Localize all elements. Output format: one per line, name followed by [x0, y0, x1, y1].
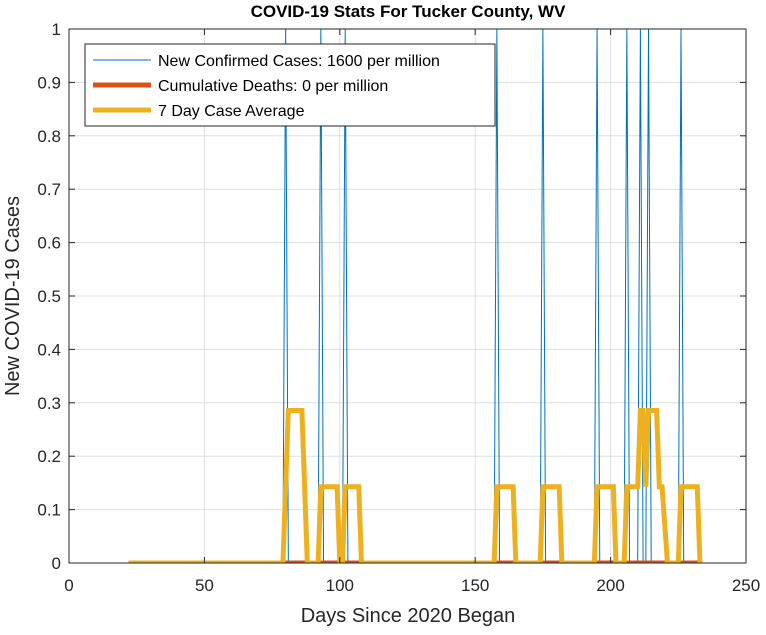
y-tick-label: 0.8 [37, 127, 61, 146]
legend-label: 7 Day Case Average [158, 103, 305, 120]
y-tick-label: 0.2 [37, 447, 61, 466]
legend: New Confirmed Cases: 1600 per million Cum… [84, 43, 496, 127]
y-tick-label: 0.1 [37, 501, 61, 520]
legend-box [84, 43, 496, 127]
series-line-7-day-case [128, 407, 703, 563]
y-tick-label: 0.4 [37, 340, 61, 359]
axis-ticks: 0 50 100 150 200 250 0 0.1 0.2 0.3 0.4 0.5 0.6 0.7 0.8… [37, 20, 760, 595]
y-axis-label: New COVID-19 Cases [2, 196, 24, 396]
legend-label: Cumulative Deaths: 0 per million [158, 78, 388, 95]
chart-title: COVID-19 Stats For Tucker County, WV [251, 2, 567, 21]
x-tick-label: 100 [326, 576, 354, 595]
y-tick-label: 1 [52, 20, 61, 39]
y-tick-label: 0.5 [37, 287, 61, 306]
y-tick-label: 0 [52, 554, 61, 573]
y-tick-label: 0.6 [37, 234, 61, 253]
legend-label: New Confirmed Cases: 1600 per million [158, 53, 440, 70]
x-tick-label: 0 [64, 576, 73, 595]
x-tick-label: 50 [195, 576, 214, 595]
x-axis-label: Days Since 2020 Began [301, 605, 516, 627]
x-tick-label: 150 [461, 576, 489, 595]
y-tick-label: 0.3 [37, 394, 61, 413]
x-tick-label: 200 [596, 576, 624, 595]
x-tick-label: 250 [732, 576, 760, 595]
y-tick-label: 0.9 [37, 73, 61, 92]
y-tick-label: 0.7 [37, 180, 61, 199]
